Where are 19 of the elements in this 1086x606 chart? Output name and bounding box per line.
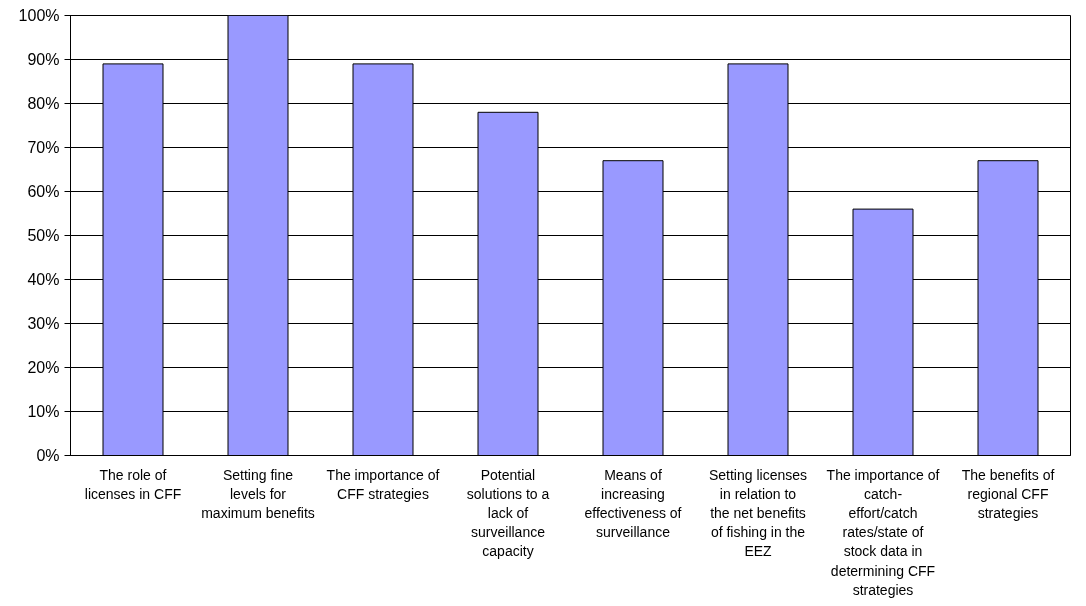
y-tick-label: 10%: [27, 403, 60, 420]
y-tick-label: 30%: [27, 315, 60, 332]
y-tick-label: 100%: [18, 7, 60, 24]
x-tick-label: The benefits of regional CFF strategies: [961, 466, 1055, 521]
y-tick-label: 40%: [27, 271, 60, 288]
y-tick-label: 90%: [27, 51, 60, 68]
x-tick-label: Setting licenses in relation to the net benefits of fishing in the EEZ: [708, 466, 808, 560]
y-tick-label: 70%: [27, 139, 60, 156]
x-tick-label: The role of licenses in CFF: [84, 466, 182, 502]
y-tick-label: 60%: [27, 183, 60, 200]
x-tick-label: Setting fine levels for maximum benefits: [201, 466, 315, 521]
x-tick-label: Potential solutions to a lack of surveillance capacity: [466, 466, 550, 560]
x-tick-label: The importance of CFF strategies: [326, 466, 440, 502]
y-tick-label: 20%: [27, 359, 60, 376]
y-tick-label: 80%: [27, 95, 60, 112]
y-tick-label: 0%: [36, 447, 60, 464]
y-tick-label: 50%: [27, 227, 60, 244]
x-tick-label: The importance of catch-effort/catch rates/state of stock data in determining CFF strategies: [826, 466, 940, 598]
x-tick-label: Means of increasing effectiveness of surveillance: [584, 466, 682, 541]
